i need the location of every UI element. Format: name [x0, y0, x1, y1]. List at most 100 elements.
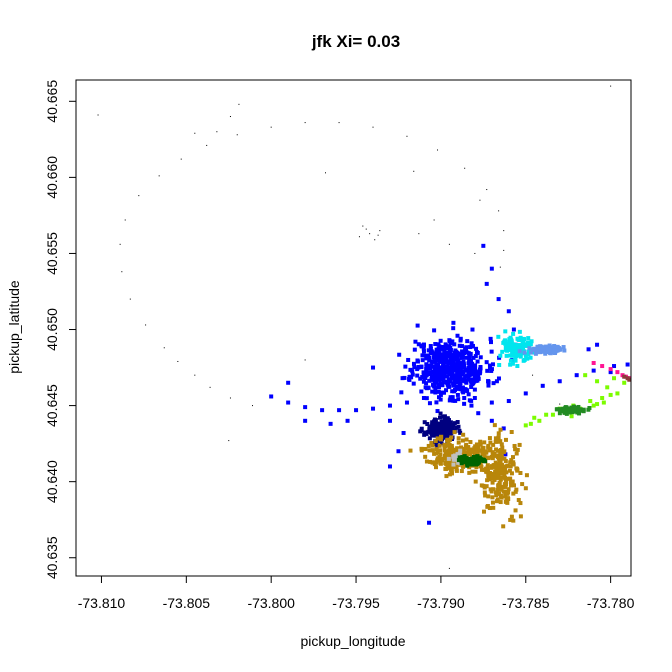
x-tick-label: -73.810: [78, 595, 126, 611]
data-point: [569, 414, 574, 419]
x-tick-label: -73.790: [417, 595, 465, 611]
x-tick-label: -73.785: [502, 595, 550, 611]
data-point: [489, 349, 494, 354]
data-point: [491, 505, 496, 510]
data-point: [467, 398, 472, 403]
data-point: [464, 437, 469, 442]
data-point: [511, 327, 516, 332]
data-point: [426, 385, 431, 390]
data-point: [434, 427, 439, 432]
data-point: [517, 349, 522, 354]
data-point: [499, 475, 504, 480]
data-point: [510, 361, 515, 366]
data-point: [570, 407, 575, 412]
data-point: [518, 354, 523, 359]
data-point: [511, 491, 516, 496]
data-point: [612, 376, 617, 381]
data-point: [444, 388, 449, 393]
data-point: [401, 430, 406, 435]
data-point: [510, 462, 515, 467]
data-point: [608, 367, 613, 372]
data-point: [470, 364, 475, 369]
data-point: [455, 368, 460, 372]
data-point: [567, 410, 572, 415]
data-point: [465, 350, 470, 355]
data-point: [487, 363, 492, 368]
data-point: [447, 379, 452, 384]
data-point: [445, 443, 450, 448]
data-point: [455, 333, 460, 338]
data-point: [509, 471, 514, 476]
data-point: [509, 514, 514, 519]
data-point: [503, 329, 508, 334]
data-point: [444, 467, 449, 472]
data-point: [555, 407, 560, 412]
data-point: [448, 348, 453, 353]
data-point: [472, 395, 477, 400]
data-point: [474, 450, 479, 455]
data-point: [473, 479, 478, 484]
data-point: [444, 419, 449, 424]
data-point: [502, 456, 507, 461]
data-point: [138, 195, 140, 197]
data-point: [455, 420, 460, 425]
data-point: [354, 408, 359, 413]
data-point: [467, 354, 472, 359]
data-point: [552, 348, 557, 353]
data-point: [518, 514, 523, 519]
data-point: [497, 480, 502, 485]
data-point: [457, 366, 462, 371]
data-point: [472, 387, 477, 392]
data-point: [406, 357, 411, 362]
data-point: [489, 368, 494, 373]
data-point: [591, 403, 596, 408]
data-point: [479, 199, 481, 201]
data-point: [470, 456, 475, 461]
data-point: [483, 493, 488, 498]
data-point: [481, 483, 486, 488]
data-point: [450, 423, 455, 428]
data-point: [437, 372, 442, 377]
data-point: [437, 344, 442, 349]
data-point: [454, 457, 459, 462]
data-point: [458, 381, 463, 386]
data-point: [421, 346, 426, 351]
data-point: [440, 420, 445, 425]
data-point: [559, 403, 561, 405]
data-point: [508, 460, 513, 465]
data-point: [387, 464, 392, 469]
data-point: [488, 487, 493, 492]
data-point: [514, 353, 519, 358]
data-point: [476, 411, 481, 416]
data-point: [577, 411, 582, 416]
data-point: [466, 366, 471, 371]
data-point: [455, 386, 460, 391]
data-point: [544, 344, 549, 349]
data-point: [428, 351, 433, 356]
x-axis: -73.810 -73.805 -73.800 -73.795 -73.790 -73.7…: [78, 576, 635, 611]
data-point: [540, 383, 545, 388]
data-point: [145, 324, 147, 326]
data-point: [508, 476, 513, 481]
data-point: [415, 323, 420, 328]
data-point: [499, 442, 504, 447]
data-point: [428, 372, 433, 377]
data-point: [303, 418, 308, 423]
data-point: [445, 464, 450, 469]
data-point: [484, 484, 489, 489]
data-point: [438, 411, 443, 416]
data-point: [494, 493, 499, 498]
data-point: [458, 387, 463, 392]
data-point: [498, 467, 503, 472]
plot-frame: [75, 79, 632, 577]
data-point: [477, 457, 482, 462]
data-point: [489, 418, 494, 423]
data-point: [304, 122, 306, 124]
data-point: [456, 397, 461, 402]
data-point: [436, 342, 441, 347]
data-point: [508, 479, 513, 484]
data-point: [372, 126, 374, 128]
data-point: [437, 377, 442, 382]
data-point: [544, 346, 549, 351]
data-point: [450, 376, 455, 381]
